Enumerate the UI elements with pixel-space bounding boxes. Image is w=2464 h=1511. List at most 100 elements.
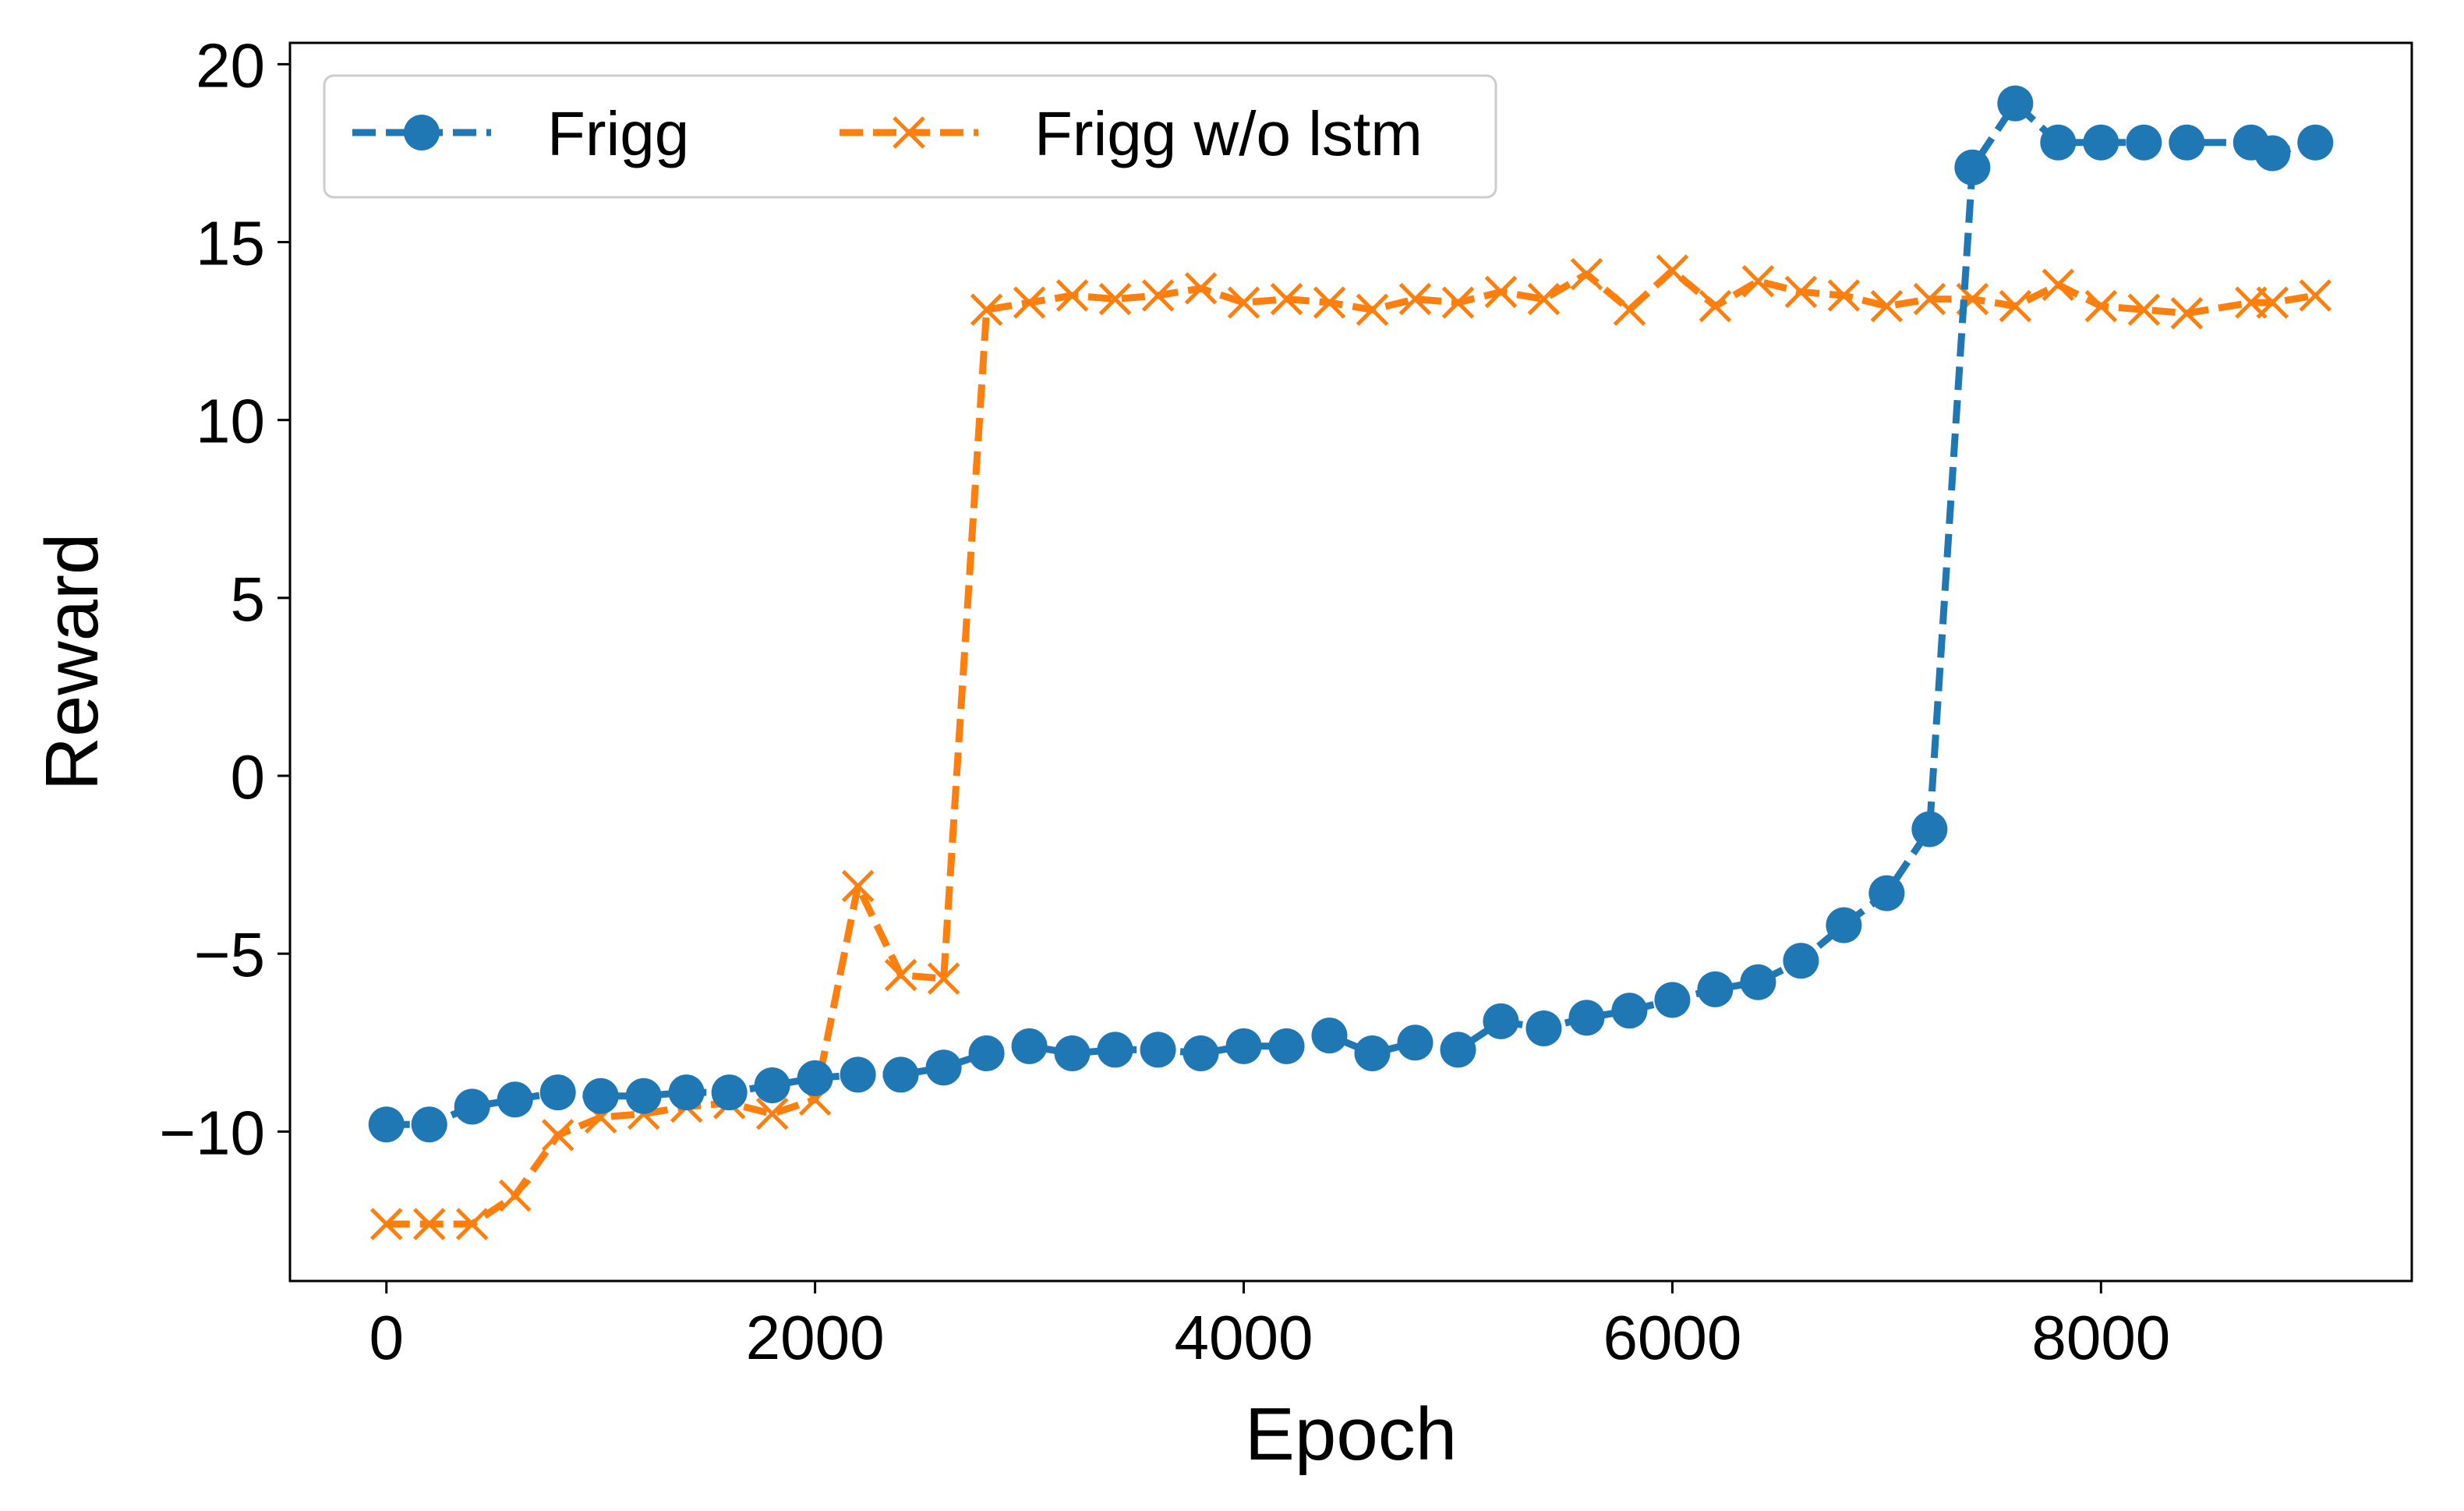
data-point	[2127, 293, 2161, 327]
data-point	[1527, 282, 1561, 316]
data-point	[1440, 1032, 1476, 1068]
data-point	[2084, 289, 2118, 323]
data-point	[754, 1067, 790, 1104]
plot-frame	[288, 41, 2413, 1283]
data-point	[2169, 124, 2205, 161]
y-axis-label: Reward	[30, 533, 114, 791]
data-point	[411, 1106, 447, 1143]
data-point	[1098, 282, 1132, 316]
data-point	[970, 293, 1003, 327]
data-point	[368, 1106, 405, 1143]
y-tick-label: 0	[231, 742, 266, 812]
data-point	[882, 1056, 919, 1093]
data-point	[1999, 289, 2032, 323]
data-point	[1997, 85, 2034, 122]
legend-entry-frigg-w-o-lstm: Frigg w/o lstm	[840, 99, 1423, 168]
data-point	[1398, 282, 1432, 316]
data-point	[1570, 257, 1603, 291]
data-point	[1184, 272, 1218, 305]
data-point	[1311, 1017, 1348, 1054]
series-line-frigg	[386, 100, 2317, 1128]
x-axis-label: Epoch	[1245, 1392, 1457, 1476]
data-point	[1613, 293, 1646, 327]
data-point	[1784, 275, 1818, 309]
data-point	[1654, 982, 1691, 1018]
y-tick-label: −10	[159, 1098, 265, 1167]
legend: Frigg Frigg w/o lstm	[323, 74, 1497, 199]
data-point	[1483, 1003, 1519, 1039]
data-point	[1225, 1028, 1262, 1064]
data-point	[455, 1208, 489, 1240]
data-point	[884, 958, 917, 992]
data-point	[2297, 124, 2334, 161]
legend-marker	[404, 115, 440, 150]
data-point	[2126, 124, 2162, 161]
x-tick-label: 0	[369, 1303, 404, 1372]
y-tick-label: 20	[196, 30, 265, 100]
axes-layer: 0 2000 4000 6000 8000 −10 −5 0 5 10 15 20 Epoch Rewar…	[30, 30, 2413, 1476]
data-point	[412, 1208, 446, 1240]
data-point	[1354, 1035, 1391, 1071]
data-point	[1740, 964, 1776, 1000]
data-point	[968, 1035, 1005, 1071]
data-point	[2083, 124, 2119, 161]
data-point	[1140, 1032, 1176, 1068]
y-tick-label: 15	[196, 209, 265, 278]
data-point	[755, 1097, 789, 1131]
data-point	[1013, 286, 1046, 319]
data-point	[2042, 268, 2075, 302]
data-point	[1741, 264, 1775, 298]
data-point	[582, 1078, 619, 1114]
data-point	[539, 1074, 576, 1111]
data-point	[668, 1074, 705, 1111]
data-point	[498, 1179, 532, 1212]
legend-marker	[893, 116, 925, 149]
y-tick-label: −5	[194, 920, 265, 989]
data-point	[1054, 1035, 1091, 1071]
data-point	[927, 962, 960, 995]
x-tick-label: 4000	[1175, 1303, 1313, 1372]
data-point	[454, 1088, 490, 1125]
data-point	[1097, 1032, 1133, 1068]
y-tick-label: 5	[231, 564, 266, 634]
data-point	[1141, 279, 1175, 312]
y-tick-label: 10	[196, 387, 265, 456]
data-point	[1868, 875, 1905, 911]
data-point	[1270, 282, 1303, 316]
data-point	[1356, 293, 1389, 327]
data-point	[2170, 297, 2204, 330]
data-point	[1313, 286, 1346, 319]
data-point	[1227, 286, 1260, 319]
data-point	[2040, 124, 2077, 161]
data-point	[1484, 275, 1518, 309]
data-point	[1397, 1024, 1434, 1061]
data-point	[1183, 1035, 1219, 1071]
data-point	[2254, 135, 2291, 172]
data-point	[711, 1074, 748, 1111]
data-point	[1055, 279, 1089, 312]
data-point	[1870, 289, 1904, 323]
data-point	[369, 1208, 403, 1240]
data-point	[1656, 254, 1689, 287]
data-point	[841, 869, 875, 903]
data-point	[541, 1119, 574, 1152]
x-tick-label: 8000	[2031, 1303, 2170, 1372]
data-point	[1954, 149, 1991, 186]
data-point	[840, 1056, 876, 1093]
data-point	[1911, 811, 1948, 848]
data-point	[1568, 1000, 1605, 1036]
data-point	[1827, 279, 1861, 312]
data-point	[1611, 993, 1648, 1029]
data-point	[2299, 279, 2332, 312]
data-point	[1826, 907, 1862, 943]
data-point	[1011, 1028, 1048, 1064]
data-point	[797, 1060, 833, 1096]
data-point	[1913, 282, 1946, 316]
series-frigg	[368, 85, 2334, 1143]
data-point	[2256, 286, 2289, 319]
data-point	[625, 1078, 662, 1114]
data-point	[1525, 1010, 1562, 1047]
legend-label: Frigg	[547, 99, 689, 168]
data-point	[1699, 289, 1732, 323]
